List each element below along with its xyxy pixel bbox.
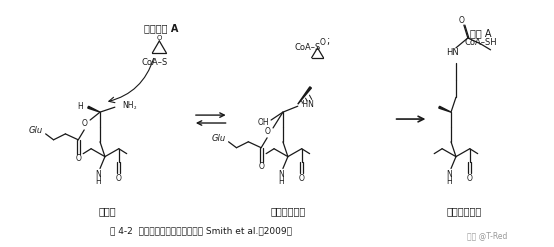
Text: ;: ; xyxy=(326,36,329,46)
Text: OH: OH xyxy=(258,118,269,126)
Text: Glu: Glu xyxy=(212,134,225,143)
Text: 图 4-2  组蛋白赖氨酸乙酰化（引自 Smith et al.，2009）: 图 4-2 组蛋白赖氨酸乙酰化（引自 Smith et al.，2009） xyxy=(110,226,292,235)
Text: H: H xyxy=(78,102,83,111)
Text: N: N xyxy=(446,170,452,179)
Text: O: O xyxy=(459,16,465,25)
Polygon shape xyxy=(439,106,451,112)
Text: 辅酶 A: 辅酶 A xyxy=(470,28,491,38)
Text: O: O xyxy=(75,154,81,163)
Text: N: N xyxy=(278,170,284,179)
Text: 乙酰化赖氨酸: 乙酰化赖氨酸 xyxy=(447,206,481,216)
Text: Glu: Glu xyxy=(29,126,43,135)
Text: CoA–SH: CoA–SH xyxy=(464,39,497,47)
Text: ₂: ₂ xyxy=(134,105,136,110)
Text: O: O xyxy=(81,120,87,128)
Text: O: O xyxy=(116,174,122,183)
Text: 赖氨酸: 赖氨酸 xyxy=(98,206,116,216)
Text: 乙酰辅酶 A: 乙酰辅酶 A xyxy=(144,23,178,33)
Text: ·HN: ·HN xyxy=(300,100,314,109)
Text: 四面体中间物: 四面体中间物 xyxy=(270,206,305,216)
Text: H: H xyxy=(95,177,101,186)
Text: O: O xyxy=(157,35,162,41)
Text: O: O xyxy=(467,174,473,183)
Polygon shape xyxy=(88,106,100,112)
Text: NH: NH xyxy=(122,101,134,110)
Text: H: H xyxy=(446,177,452,186)
Text: CoA–S: CoA–S xyxy=(295,43,321,52)
Text: O: O xyxy=(264,127,270,136)
Text: CoA–S: CoA–S xyxy=(141,58,168,67)
Text: 知乎 @T-Red: 知乎 @T-Red xyxy=(468,231,508,240)
Polygon shape xyxy=(297,87,311,104)
Text: O: O xyxy=(299,174,305,183)
Text: O: O xyxy=(258,162,264,171)
Text: O: O xyxy=(320,39,325,47)
Text: N: N xyxy=(95,170,101,179)
Text: HN: HN xyxy=(447,48,459,57)
Text: H: H xyxy=(278,177,284,186)
